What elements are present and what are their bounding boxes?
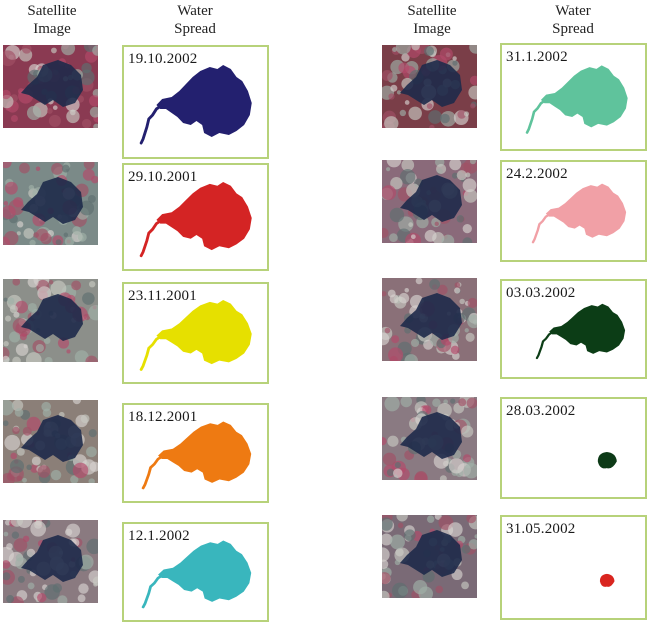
water-spread-panel-right-1: 31.1.2002 (500, 43, 647, 151)
satellite-image-left-1 (3, 45, 98, 128)
satellite-image-right-1 (382, 45, 477, 128)
satellite-image-left-3 (3, 279, 98, 362)
header-water-right-line1: Water (555, 3, 591, 19)
header-water-left-line1: Water (177, 3, 213, 19)
satellite-image-left-2 (3, 162, 98, 245)
date-label-right-3: 03.03.2002 (506, 285, 576, 301)
date-label-left-1: 19.10.2002 (128, 51, 198, 67)
water-spread-panel-left-5: 12.1.2002 (122, 522, 269, 622)
date-label-right-5: 31.05.2002 (506, 521, 576, 537)
date-label-right-2: 24.2.2002 (506, 166, 568, 182)
water-spread-panel-right-3: 03.03.2002 (500, 279, 647, 379)
header-satellite-right-line2: Image (413, 21, 451, 37)
water-spread-panel-left-4: 18.12.2001 (122, 403, 269, 503)
header-water-left-line2: Spread (174, 21, 216, 37)
water-spread-shape (599, 573, 615, 587)
water-spread-shape (139, 65, 252, 145)
header-satellite-left-line1: Satellite (27, 3, 77, 19)
satellite-image-left-4 (3, 400, 98, 483)
date-label-left-2: 29.10.2001 (128, 169, 198, 185)
water-spread-panel-right-4: 28.03.2002 (500, 397, 647, 499)
date-label-right-4: 28.03.2002 (506, 403, 576, 419)
header-satellite-left: Satellite Image (4, 2, 100, 38)
header-satellite-left-line2: Image (33, 21, 71, 37)
date-label-right-1: 31.1.2002 (506, 49, 568, 65)
header-water-right: Water Spread (498, 2, 648, 38)
water-spread-shape (141, 540, 252, 609)
date-label-left-3: 23.11.2001 (128, 288, 197, 304)
water-spread-shape (139, 300, 252, 371)
satellite-image-right-3 (382, 278, 477, 361)
header-satellite-right-line1: Satellite (407, 3, 457, 19)
satellite-image-right-2 (382, 160, 477, 243)
header-water-right-line2: Spread (552, 21, 594, 37)
header-water-left: Water Spread (120, 2, 270, 38)
water-spread-shape (535, 303, 626, 360)
water-spread-shape (525, 65, 628, 134)
water-spread-panel-left-1: 19.10.2002 (122, 45, 269, 159)
satellite-image-left-5 (3, 520, 98, 603)
water-spread-panel-left-3: 23.11.2001 (122, 282, 269, 384)
water-spread-panel-left-2: 29.10.2001 (122, 163, 269, 271)
water-spread-panel-right-5: 31.05.2002 (500, 515, 647, 620)
satellite-image-right-4 (382, 397, 477, 480)
satellite-image-right-5 (382, 515, 477, 598)
date-label-left-5: 12.1.2002 (128, 528, 190, 544)
water-spread-shape (139, 182, 252, 258)
date-label-left-4: 18.12.2001 (128, 409, 198, 425)
water-spread-shape (597, 452, 617, 469)
water-spread-shape (531, 183, 627, 244)
header-satellite-right: Satellite Image (384, 2, 480, 38)
water-spread-panel-right-2: 24.2.2002 (500, 160, 647, 262)
water-spread-shape (141, 421, 252, 490)
